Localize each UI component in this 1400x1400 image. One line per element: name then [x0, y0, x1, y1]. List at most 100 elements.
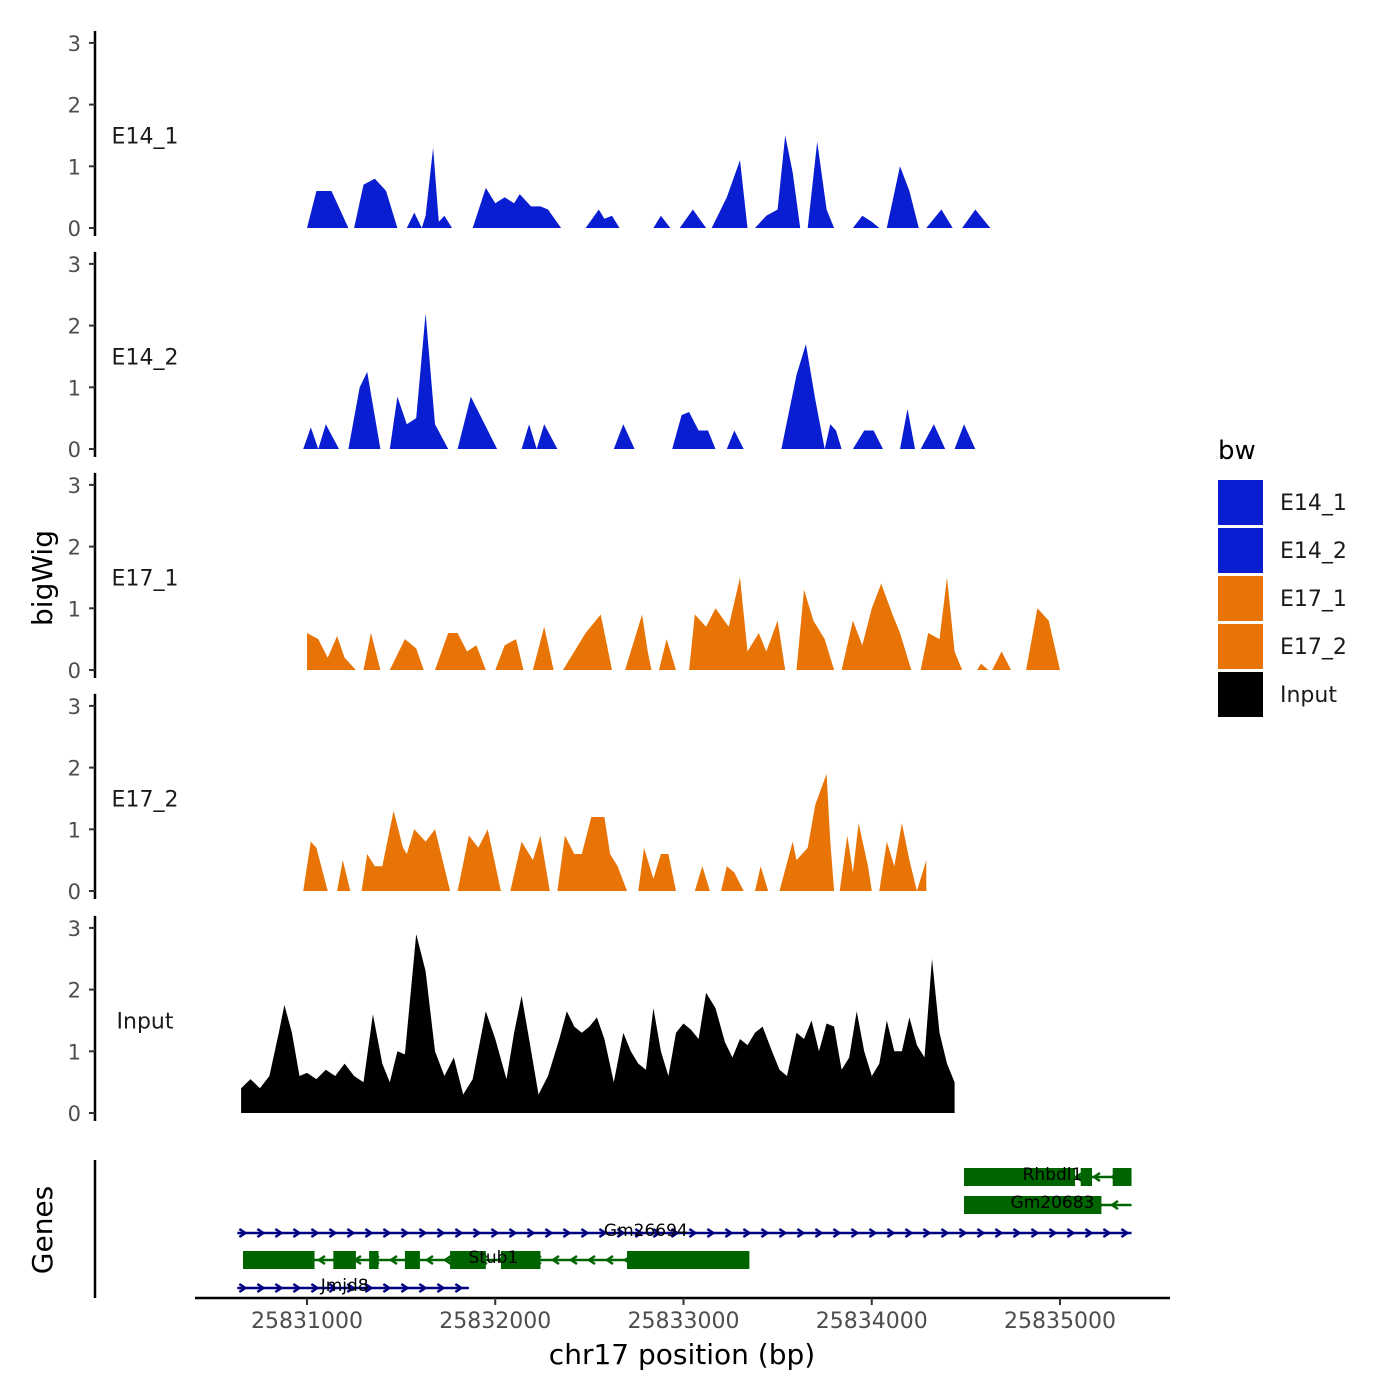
track-E17_2: 0 1 2 3 E17_2	[68, 693, 927, 904]
legend-title: bw	[1218, 436, 1256, 466]
legend-label: Input	[1280, 683, 1337, 708]
y-tick-label: 0	[68, 880, 81, 904]
y-tick-label: 3	[68, 695, 81, 719]
strand-arrow	[346, 1227, 356, 1239]
exon-block	[1080, 1168, 1093, 1186]
strand-arrow	[1084, 1227, 1094, 1239]
y-tick-label: 0	[68, 438, 81, 462]
strand-arrow	[604, 1254, 614, 1266]
strand-arrow	[832, 1227, 842, 1239]
legend-swatch	[1218, 576, 1263, 621]
y-tick-label: 2	[68, 315, 81, 339]
gene-Gm26694: Gm26694	[237, 1221, 1132, 1241]
track-label: E14_1	[112, 124, 179, 149]
strand-arrow	[346, 1282, 356, 1294]
y-tick-label: 1	[68, 597, 81, 621]
strand-arrow	[568, 1254, 578, 1266]
strand-arrow	[454, 1227, 464, 1239]
strand-arrow	[442, 1254, 452, 1266]
strand-arrow	[1030, 1227, 1040, 1239]
x-axis: 25831000 25832000 25833000 25834000 25835000	[195, 1296, 1170, 1334]
strand-arrow	[634, 1227, 644, 1239]
strand-arrow	[400, 1282, 410, 1294]
strand-arrow	[1120, 1227, 1130, 1239]
strand-arrow	[382, 1282, 392, 1294]
strand-arrow	[1073, 1171, 1083, 1183]
coverage-area-E17_2	[303, 773, 927, 891]
strand-arrow	[1091, 1171, 1101, 1183]
gene-label: Gm20683	[1011, 1193, 1095, 1213]
strand-arrow	[598, 1227, 608, 1239]
strand-arrow	[364, 1282, 374, 1294]
y-tick-label: 3	[68, 474, 81, 498]
strand-arrow	[238, 1227, 248, 1239]
exon-block	[627, 1251, 750, 1269]
track-label: E14_2	[112, 345, 179, 370]
strand-arrow	[994, 1227, 1004, 1239]
legend-entry-E17_1: E17_1	[1218, 576, 1347, 621]
gene-label: Gm26694	[604, 1221, 688, 1241]
y-tick-label: 2	[68, 757, 81, 781]
gene-Gm20683: Gm20683	[963, 1193, 1132, 1214]
strand-arrow	[670, 1227, 680, 1239]
legend-label: E17_2	[1280, 635, 1347, 660]
strand-arrow	[490, 1227, 500, 1239]
strand-arrow	[778, 1227, 788, 1239]
gene-label: Stub1	[468, 1248, 518, 1268]
strand-arrow	[1066, 1227, 1076, 1239]
y-tick-label: 3	[68, 253, 81, 277]
strand-arrow	[904, 1227, 914, 1239]
exon-block	[404, 1251, 420, 1269]
strand-arrow	[310, 1227, 320, 1239]
y-tick-label: 2	[68, 979, 81, 1003]
exon-block	[1112, 1168, 1132, 1186]
track-label: Input	[117, 1009, 174, 1034]
strand-arrow	[976, 1227, 986, 1239]
legend-entry-Input: Input	[1218, 672, 1337, 717]
track-E14_2: 0 1 2 3 E14_2	[68, 251, 976, 462]
y-tick-label: 1	[68, 155, 81, 179]
strand-arrow	[562, 1227, 572, 1239]
track-E14_1: 0 1 2 3 E14_1	[68, 30, 1012, 241]
strand-arrow	[418, 1282, 428, 1294]
strand-arrow	[424, 1254, 434, 1266]
strand-arrow	[472, 1227, 482, 1239]
strand-arrow	[586, 1254, 596, 1266]
strand-arrow	[436, 1227, 446, 1239]
y-tick-label: 1	[68, 818, 81, 842]
track-Input: 0 1 2 3 Input	[68, 915, 955, 1126]
strand-arrow	[814, 1227, 824, 1239]
exon-block	[963, 1196, 1102, 1214]
track-E17_1: 0 1 2 3 E17_1	[68, 472, 1060, 683]
y-tick-label: 0	[68, 1102, 81, 1126]
strand-arrow	[328, 1227, 338, 1239]
coverage-tracks: 0 1 2 3 E14_1 0 1 2 3 E14_2 0 1 2 3 E17_1 0 1 2 3 E17_2 0 1 2 3…	[68, 30, 1060, 1126]
y-tick-label: 1	[68, 376, 81, 400]
strand-arrow	[400, 1227, 410, 1239]
strand-arrow	[508, 1227, 518, 1239]
legend-label: E14_1	[1280, 491, 1347, 516]
y-tick-label: 0	[68, 659, 81, 683]
strand-arrow	[616, 1227, 626, 1239]
strand-arrow	[388, 1254, 398, 1266]
exon-block	[500, 1251, 541, 1269]
strand-arrow	[940, 1227, 950, 1239]
legend-entry-E17_2: E17_2	[1218, 624, 1347, 669]
coverage-area-E17_1	[307, 577, 1060, 670]
gene-Rhbdl1: Rhbdl1	[963, 1165, 1132, 1186]
legend-swatch	[1218, 672, 1263, 717]
legend-swatch	[1218, 624, 1263, 669]
strand-arrow	[796, 1227, 806, 1239]
y-tick-label: 2	[68, 94, 81, 118]
strand-arrow	[760, 1227, 770, 1239]
strand-arrow	[316, 1254, 326, 1266]
x-tick-label: 25833000	[628, 1309, 740, 1334]
strand-arrow	[544, 1227, 554, 1239]
strand-arrow	[256, 1227, 266, 1239]
legend-entry-E14_2: E14_2	[1218, 528, 1347, 573]
coverage-area-E14_2	[303, 313, 976, 449]
strand-arrow	[238, 1282, 248, 1294]
x-tick-label: 25831000	[251, 1309, 363, 1334]
strand-arrow	[886, 1227, 896, 1239]
